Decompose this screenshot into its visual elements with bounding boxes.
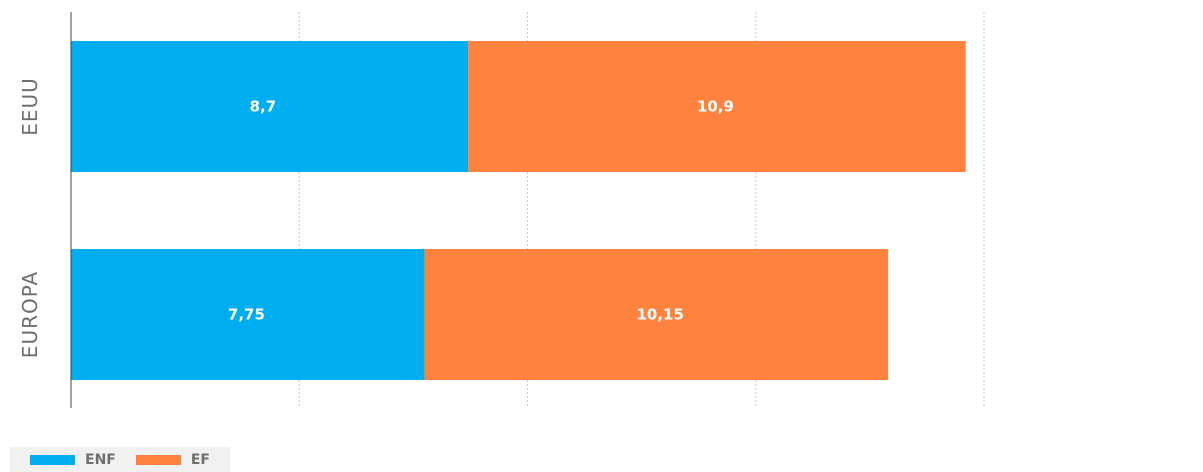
- legend-label-ef: EF: [190, 451, 210, 468]
- data-label-ef-eeuu: 10,9: [697, 98, 734, 116]
- legend-item-enf: ENF: [30, 452, 116, 468]
- bar-enf-eeuu: [71, 41, 469, 172]
- chart-legend: ENF EF: [10, 447, 230, 472]
- data-label-enf-eeuu: 8,7: [250, 98, 277, 116]
- bar-ef-eeuu: [468, 41, 966, 172]
- bar-ef-europa: [424, 249, 889, 380]
- data-label-ef-europa: 10,15: [636, 306, 683, 324]
- bar-enf-europa: [71, 249, 425, 380]
- bar-layer: [71, 41, 966, 380]
- category-labels: EEUU EUROPA: [18, 77, 42, 358]
- category-label-eeuu: EEUU: [18, 77, 42, 136]
- data-label-enf-europa: 7,75: [228, 306, 265, 324]
- legend-label-enf: ENF: [85, 451, 116, 468]
- legend-swatch-ef: [135, 454, 181, 465]
- legend-swatch-enf: [30, 454, 75, 465]
- label-layer: 8,7 10,9 7,75 10,15: [228, 98, 734, 324]
- stacked-bar-chart: 8,7 10,9 7,75 10,15 EEUU EUROPA: [18, 12, 985, 408]
- legend-item-ef: EF: [135, 451, 210, 468]
- category-label-europa: EUROPA: [18, 271, 42, 358]
